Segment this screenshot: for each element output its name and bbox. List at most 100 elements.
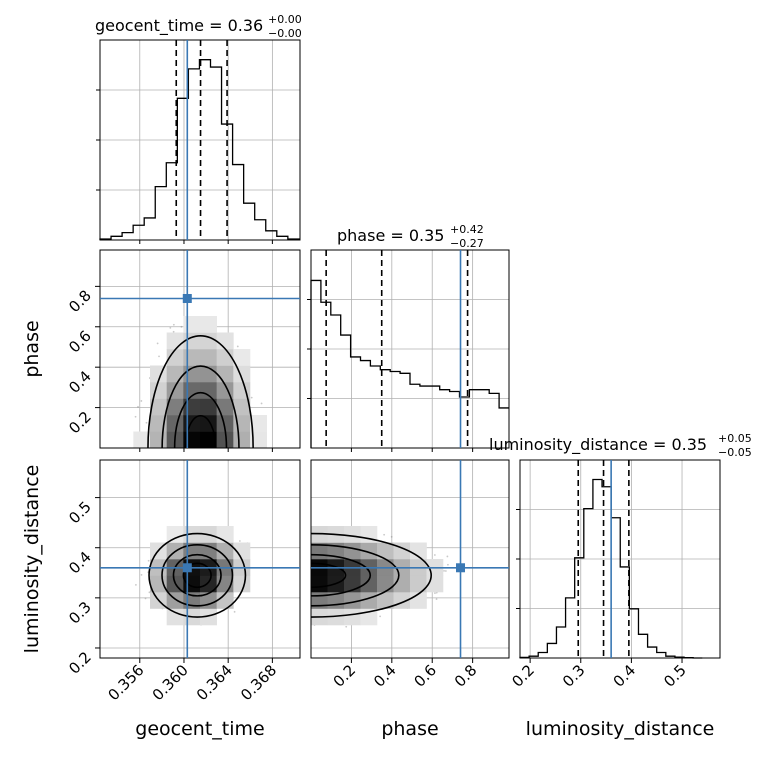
phase-title-upper: +0.42 — [450, 223, 484, 236]
lumdist-histogram-panel — [516, 459, 721, 659]
density-bin — [200, 332, 217, 350]
sample-point — [379, 615, 382, 618]
density-bin — [150, 431, 167, 448]
x-axis-label-geocent: geocent_time — [135, 718, 264, 740]
contour-line — [161, 365, 240, 448]
histogram-step — [99, 59, 300, 240]
x-tick-label: 0.364 — [193, 661, 236, 704]
density-bin — [200, 382, 217, 399]
y-tick-label: 0.8 — [65, 286, 95, 316]
sample-point — [148, 591, 151, 594]
geocent-title-lower: −0.00 — [268, 27, 302, 40]
truth-marker — [182, 293, 192, 303]
density-bin — [200, 575, 217, 593]
density-bin — [183, 415, 201, 432]
geocent-title: geocent_time = 0.36 — [95, 16, 263, 36]
density-bin — [150, 398, 167, 416]
contour-line — [182, 562, 212, 589]
lumdist-title-lower: −0.05 — [718, 446, 752, 459]
sample-point — [137, 405, 139, 408]
x-tick-label: 0.5 — [660, 661, 690, 691]
y-tick-label: 0.5 — [65, 498, 95, 528]
density-bin — [250, 431, 267, 448]
density-bin — [233, 398, 251, 416]
sample-point — [172, 323, 175, 326]
density-bin — [216, 332, 234, 350]
density-bin — [166, 349, 184, 366]
sample-point — [180, 325, 183, 328]
x-axis-label-phase: phase — [381, 718, 438, 740]
density-bin — [344, 542, 361, 560]
density-bin — [344, 526, 361, 543]
x-axis-label-lumdist: luminosity_distance — [526, 718, 715, 740]
phase-title-lower: −0.27 — [450, 237, 484, 250]
density-bin — [250, 415, 267, 432]
density-bin — [166, 526, 184, 543]
x-tick-label: 0.6 — [410, 661, 440, 691]
y-tick-label: 0.4 — [65, 548, 95, 578]
density-bin — [216, 542, 234, 560]
density-bin — [216, 415, 234, 432]
x-tick-label: 0.3 — [559, 661, 589, 691]
density-bin — [233, 349, 251, 366]
density-bin — [311, 575, 328, 593]
geocent-title-upper: +0.00 — [268, 13, 302, 26]
sample-point — [390, 535, 393, 538]
truth-marker — [182, 563, 192, 573]
contour-line — [148, 532, 247, 618]
phase-histogram-panel — [307, 249, 510, 449]
contour-line — [147, 335, 254, 448]
y-tick-label: 0.2 — [65, 648, 95, 678]
phase-vs-geocent-time-panel — [99, 249, 301, 449]
x-tick-label: 0.4 — [610, 661, 640, 691]
density-bin — [150, 382, 167, 399]
density-bin — [216, 398, 234, 416]
sample-point — [147, 559, 150, 562]
density-bin — [200, 608, 217, 626]
x-tick-label: 0.2 — [508, 661, 538, 691]
contour-line — [311, 532, 432, 618]
sample-point — [140, 400, 143, 402]
density-bin — [166, 332, 184, 350]
density-bin — [377, 575, 394, 593]
sample-point — [169, 326, 172, 329]
x-tick-label: 0.368 — [237, 661, 280, 704]
density-bin — [166, 398, 184, 416]
density-bin — [183, 316, 201, 333]
density-bin — [233, 575, 251, 593]
sample-point — [444, 570, 447, 572]
density-bin — [133, 431, 151, 448]
sample-point — [158, 355, 160, 358]
lumdist-vs-phase-panel — [310, 459, 510, 659]
contour-line — [161, 543, 234, 607]
x-tick-label: 0.356 — [105, 661, 148, 704]
density-bin — [200, 415, 217, 432]
x-tick-label: 0.360 — [149, 661, 192, 704]
density-bin — [216, 592, 234, 609]
sample-point — [134, 415, 137, 418]
contour-line — [311, 543, 400, 607]
density-bin — [233, 431, 251, 448]
x-tick-label: 0.2 — [330, 661, 360, 691]
sample-point — [434, 592, 436, 595]
sample-point — [233, 610, 236, 613]
density-bin — [200, 349, 217, 366]
y-axis-label-lumdist: luminosity_distance — [21, 465, 43, 654]
truth-marker — [456, 563, 466, 573]
panel-frame — [310, 459, 510, 659]
density-bin — [233, 382, 251, 399]
geocent-time-histogram-panel — [96, 39, 301, 241]
sample-point — [238, 540, 241, 542]
sample-point — [140, 573, 143, 576]
density-bin — [166, 365, 184, 383]
x-tick-label: 0.4 — [370, 661, 400, 691]
panel-frame — [519, 459, 721, 659]
histogram-step — [310, 279, 509, 448]
lumdist-vs-geocent-time-panel — [99, 459, 301, 659]
density-bin — [200, 431, 217, 448]
panel-frame — [99, 459, 301, 659]
density-bin — [200, 398, 217, 416]
density-bin — [216, 431, 234, 448]
density-bin — [410, 575, 427, 593]
